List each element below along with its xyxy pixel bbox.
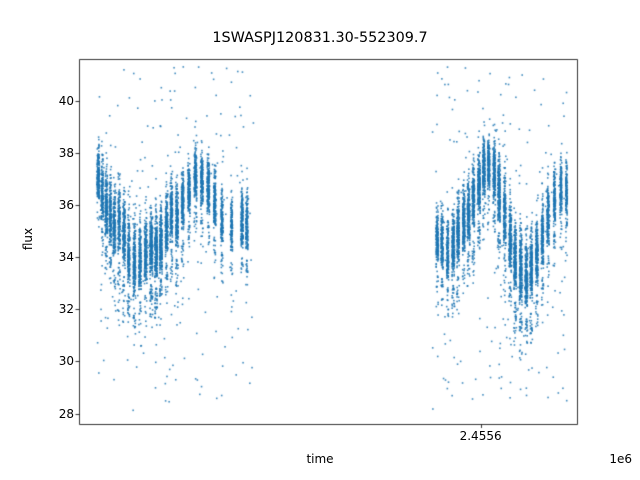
y-tick-label: 32 [58,302,74,317]
page-title: 1SWASPJ120831.30-552309.7 [212,30,428,46]
y-tick-label: 34 [58,250,74,265]
y-tick-label: 38 [58,145,74,160]
y-axis-label: flux [21,227,35,251]
y-tick-label: 40 [58,93,74,108]
x-axis-label: time [306,452,334,466]
y-tick-label: 28 [58,406,74,421]
x-tick-label: 2.4556 [459,429,502,443]
y-tick-label: 36 [58,198,74,212]
y-tick-label: 30 [58,354,74,369]
x-axis-offset-multiplier: 1e6 [609,452,632,466]
